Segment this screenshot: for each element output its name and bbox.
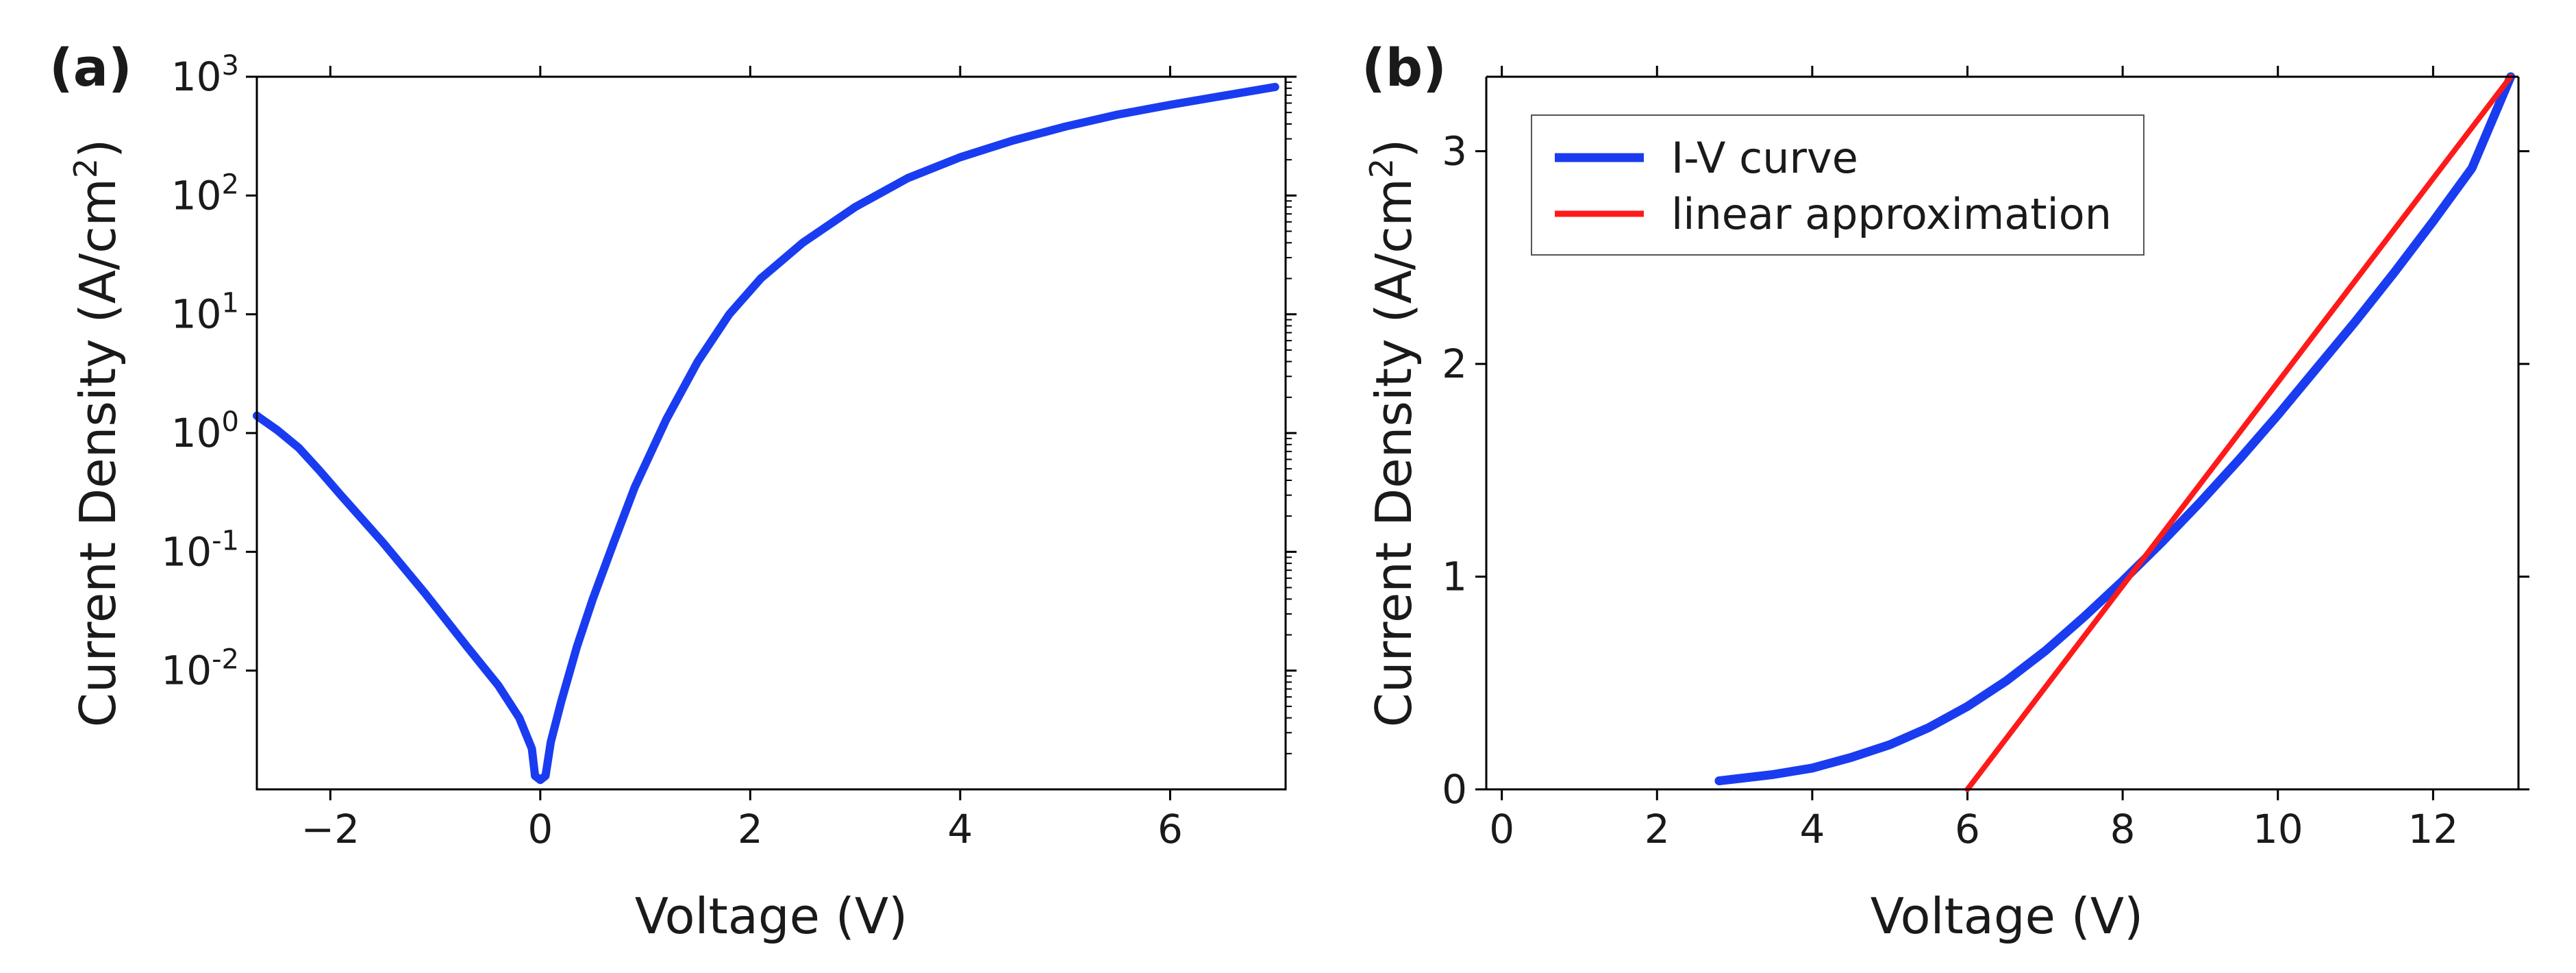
panel-a-y-tick-label: 101 — [171, 288, 239, 338]
panel-a-y-tick-label: 100 — [171, 406, 239, 456]
panel-b-y-tick-label: 2 — [1442, 341, 1467, 387]
panel-b-series — [1714, 72, 2516, 792]
panel-a-y-tick-exponent: 1 — [222, 288, 239, 319]
panel-b-x-tick-label: 12 — [2408, 806, 2458, 852]
panel-a-x-tick-label: 4 — [947, 806, 973, 852]
panel-a-y-tick-label: 10-1 — [161, 525, 239, 575]
panel-a-x-tick-label: 6 — [1158, 806, 1183, 852]
panel-a-x-tick-label: 2 — [738, 806, 763, 852]
panel-b-y-title-main: Current Density (A/cm — [1365, 178, 1423, 727]
panel-a-frame — [255, 75, 1287, 791]
panel-a-y-tick-exponent: -1 — [212, 525, 239, 556]
panel-a-y-title-close: ) — [69, 139, 127, 158]
panel-a-series — [253, 82, 1279, 785]
panel-b-y-tick-label: 0 — [1442, 766, 1467, 813]
panel-b-x-tick-label: 10 — [2253, 806, 2303, 852]
panel-b-x-axis-title: Voltage (V) — [1871, 887, 2143, 945]
panel-b-legend: I-V curve linear approximation — [1531, 114, 2144, 256]
panel-a-y-tick-exponent: 0 — [222, 406, 239, 438]
panel-a-y-tick-exponent: 2 — [222, 169, 239, 200]
panel-b-x-tick-label: 2 — [1645, 806, 1670, 852]
panel-a-x-tick-label: 0 — [527, 806, 553, 852]
legend-box — [1531, 114, 2144, 256]
panel-a-y-tick-exponent: 3 — [222, 50, 239, 82]
panel-a-y-tick-base: 10 — [171, 53, 222, 100]
panel-a-x-axis-title: Voltage (V) — [635, 887, 908, 945]
panel-b-y-title-close: ) — [1365, 139, 1423, 158]
legend-label-iv-curve: I-V curve — [1671, 133, 1858, 183]
panel-a-label: (a) — [49, 37, 132, 98]
panel-a-y-tick-base: 10 — [171, 172, 222, 219]
panel-b-x-tick-label: 8 — [2110, 806, 2136, 852]
panel-a-y-title-sup: 2 — [67, 158, 104, 178]
panel-a-y-axis-title: Current Density (A/cm2) — [67, 139, 127, 728]
panel-b-label: (b) — [1362, 37, 1447, 98]
panel-b-x-tick-label: 4 — [1799, 806, 1825, 852]
panel-b-y-axis-title: Current Density (A/cm2) — [1363, 139, 1423, 728]
panel-a-y-tick-label: 103 — [171, 50, 239, 100]
panel-a-y-tick-base: 10 — [161, 528, 212, 575]
panel-a-y-title-main: Current Density (A/cm — [69, 178, 127, 727]
panel-b-x-tick-label: 0 — [1489, 806, 1514, 852]
legend-label-linear-approximation: linear approximation — [1671, 189, 2112, 239]
panel-b-y-tick-label: 3 — [1442, 128, 1467, 175]
panel-b-iv-curve-line — [1714, 72, 2516, 786]
panel-a-y-tick-label: 10-2 — [161, 644, 239, 694]
panel-a-y-tick-label: 102 — [171, 169, 239, 219]
panel-b-x-tick-label: 6 — [1955, 806, 1980, 852]
panel-b-y-title-sup: 2 — [1363, 158, 1400, 178]
panel-a-x-tick-label: −2 — [301, 806, 360, 852]
panel-a-y-tick-base: 10 — [171, 410, 222, 456]
panel-a-series-line — [253, 82, 1279, 785]
panel-a-y-tick-base: 10 — [161, 648, 212, 694]
panel-b-y-tick-label: 1 — [1442, 554, 1467, 600]
panel-b-linear-approximation-line — [1964, 74, 2514, 792]
panel-a-y-tick-exponent: -2 — [212, 644, 239, 676]
panel-a-y-tick-base: 10 — [171, 291, 222, 338]
